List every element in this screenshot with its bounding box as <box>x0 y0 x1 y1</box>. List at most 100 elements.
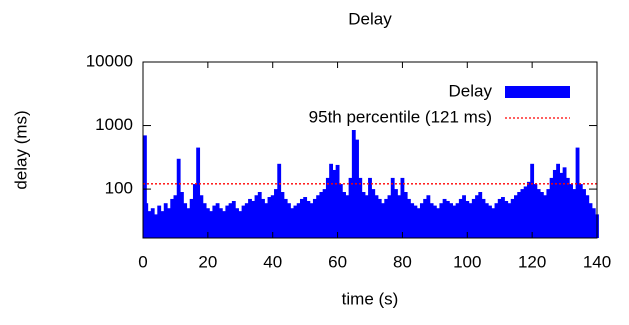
impulse <box>192 184 197 238</box>
impulse <box>293 205 298 238</box>
impulse <box>368 177 372 238</box>
impulse <box>546 189 551 238</box>
impulse <box>186 208 191 238</box>
impulse <box>170 198 175 238</box>
impulse <box>520 189 525 238</box>
impulse <box>572 189 577 238</box>
impulse <box>176 158 181 238</box>
impulse <box>167 208 171 238</box>
x-tick-label: 100 <box>453 252 481 271</box>
impulse <box>478 192 483 238</box>
impulse <box>267 197 272 238</box>
plot-frame <box>142 61 598 239</box>
impulse <box>539 192 544 238</box>
x-tick-label: 60 <box>328 252 347 271</box>
impulse <box>488 205 492 238</box>
impulse <box>251 200 256 238</box>
impulse <box>371 189 376 238</box>
impulse <box>429 203 434 238</box>
legend-swatch <box>505 86 570 98</box>
impulse <box>517 192 522 238</box>
impulse <box>364 195 369 238</box>
impulse <box>439 203 444 238</box>
impulse <box>390 177 395 238</box>
impulse <box>312 198 317 238</box>
impulse <box>303 197 308 238</box>
impulse <box>361 192 366 238</box>
impulse <box>494 203 499 238</box>
impulse <box>423 198 428 238</box>
impulse <box>436 208 441 238</box>
impulse <box>582 189 586 238</box>
impulse <box>144 203 149 238</box>
impulse <box>462 195 466 238</box>
impulse <box>374 195 379 238</box>
impulse <box>552 169 557 238</box>
impulse <box>189 198 194 238</box>
impulse <box>481 198 486 238</box>
impulse <box>355 139 359 238</box>
impulse <box>231 200 236 238</box>
x-tick-label: 80 <box>393 252 412 271</box>
impulse <box>235 208 239 238</box>
impulse <box>565 177 570 238</box>
impulse <box>507 203 512 238</box>
impulse <box>157 205 162 238</box>
impulse <box>501 197 505 238</box>
impulse <box>277 163 282 238</box>
impulse <box>319 192 324 238</box>
impulse <box>452 205 457 238</box>
impulse <box>575 147 580 238</box>
impulse <box>588 203 593 238</box>
impulse <box>212 205 217 238</box>
x-tick-label: 40 <box>263 252 282 271</box>
y-tick-label: 100 <box>105 179 133 198</box>
impulse <box>426 195 431 238</box>
impulse <box>205 208 210 238</box>
impulse <box>335 164 340 238</box>
impulse <box>455 203 460 238</box>
impulse <box>465 200 470 238</box>
impulse <box>523 186 528 238</box>
impulse <box>585 195 590 238</box>
y-axis-label: delay (ms) <box>11 110 30 189</box>
impulse <box>325 177 330 238</box>
impulse <box>274 189 278 238</box>
legend-label: 95th percentile (121 ms) <box>309 107 492 126</box>
impulse <box>283 198 288 238</box>
impulse <box>270 195 275 238</box>
x-axis-label: time (s) <box>342 289 399 308</box>
impulse <box>299 198 304 238</box>
impulse <box>410 203 415 238</box>
impulse <box>244 203 249 238</box>
impulse <box>384 198 389 238</box>
impulse <box>183 203 188 238</box>
impulse <box>510 198 515 238</box>
impulse <box>504 200 509 238</box>
impulse <box>533 184 538 238</box>
impulse <box>309 203 314 238</box>
impulse <box>261 198 265 238</box>
impulse <box>160 211 165 238</box>
legend-label: Delay <box>449 81 493 100</box>
impulse <box>163 203 168 238</box>
x-tick-label: 140 <box>583 252 611 271</box>
impulse <box>578 184 583 238</box>
impulse <box>526 181 531 238</box>
impulse <box>497 198 502 238</box>
impulse <box>591 208 596 238</box>
impulse <box>351 120 356 238</box>
impulse <box>387 195 392 238</box>
impulse <box>348 177 353 238</box>
impulse <box>530 163 535 238</box>
impulse <box>257 192 262 238</box>
impulse <box>222 211 226 238</box>
impulse <box>228 203 233 238</box>
impulse <box>458 198 463 238</box>
impulse <box>338 184 343 238</box>
impulse <box>264 203 269 238</box>
impulse <box>562 167 567 238</box>
chart-title: Delay <box>348 9 392 28</box>
impulse <box>413 205 418 238</box>
